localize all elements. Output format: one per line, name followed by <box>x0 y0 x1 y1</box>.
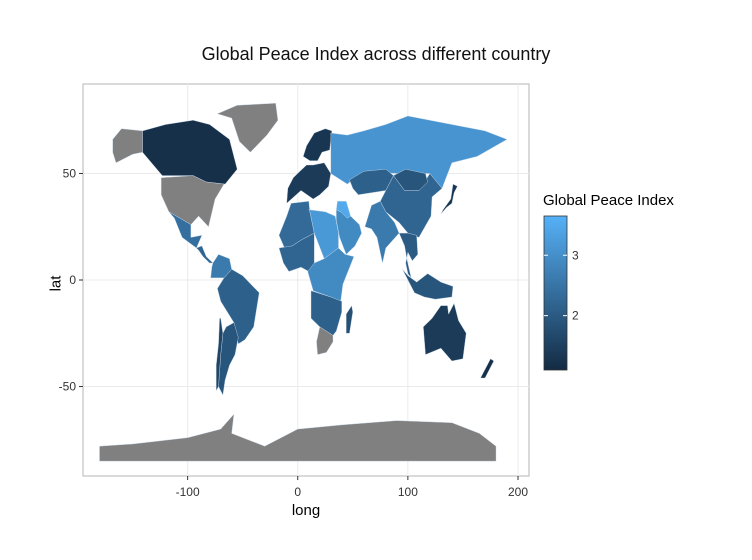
legend-tick-label: 3 <box>572 248 579 262</box>
region-western-europe <box>286 162 331 204</box>
region-central-america <box>196 245 214 264</box>
y-tick-label: 0 <box>69 273 76 287</box>
region-canada <box>142 119 238 185</box>
legend-tick-label: 2 <box>572 309 579 323</box>
region-japan <box>440 183 458 215</box>
region-indonesia <box>402 269 454 300</box>
region-southeast-asia <box>398 232 418 279</box>
region-middle-east <box>336 209 362 255</box>
region-alaska <box>112 128 143 164</box>
region-greenland <box>217 102 279 153</box>
x-tick-label: 100 <box>398 485 418 499</box>
y-axis-label: lat <box>47 275 65 292</box>
region-central-africa <box>307 247 355 302</box>
region-mexico <box>168 211 203 249</box>
region-iraq-syria <box>336 200 351 219</box>
region-brazil <box>217 269 260 345</box>
y-tick-label: 50 <box>63 166 77 180</box>
region-new-zealand <box>480 358 494 379</box>
x-axis-label: long <box>291 502 321 519</box>
legend-colorbar <box>543 215 568 371</box>
region-mongolia <box>393 168 428 191</box>
region-madagascar <box>346 305 353 334</box>
region-united-states <box>160 175 225 227</box>
legend-title: Global Peace Index <box>543 192 674 209</box>
y-tick-label: -50 <box>59 380 77 394</box>
region-chile <box>215 318 224 391</box>
x-tick-label: 0 <box>294 485 301 499</box>
chart-title: Global Peace Index across different coun… <box>201 44 551 64</box>
region-southern-africa <box>310 290 342 336</box>
x-tick-label: 200 <box>508 485 528 499</box>
region-south-africa <box>316 326 334 355</box>
region-antarctica <box>99 414 497 462</box>
region-australia <box>423 303 467 362</box>
x-tick-label: -100 <box>176 485 200 499</box>
